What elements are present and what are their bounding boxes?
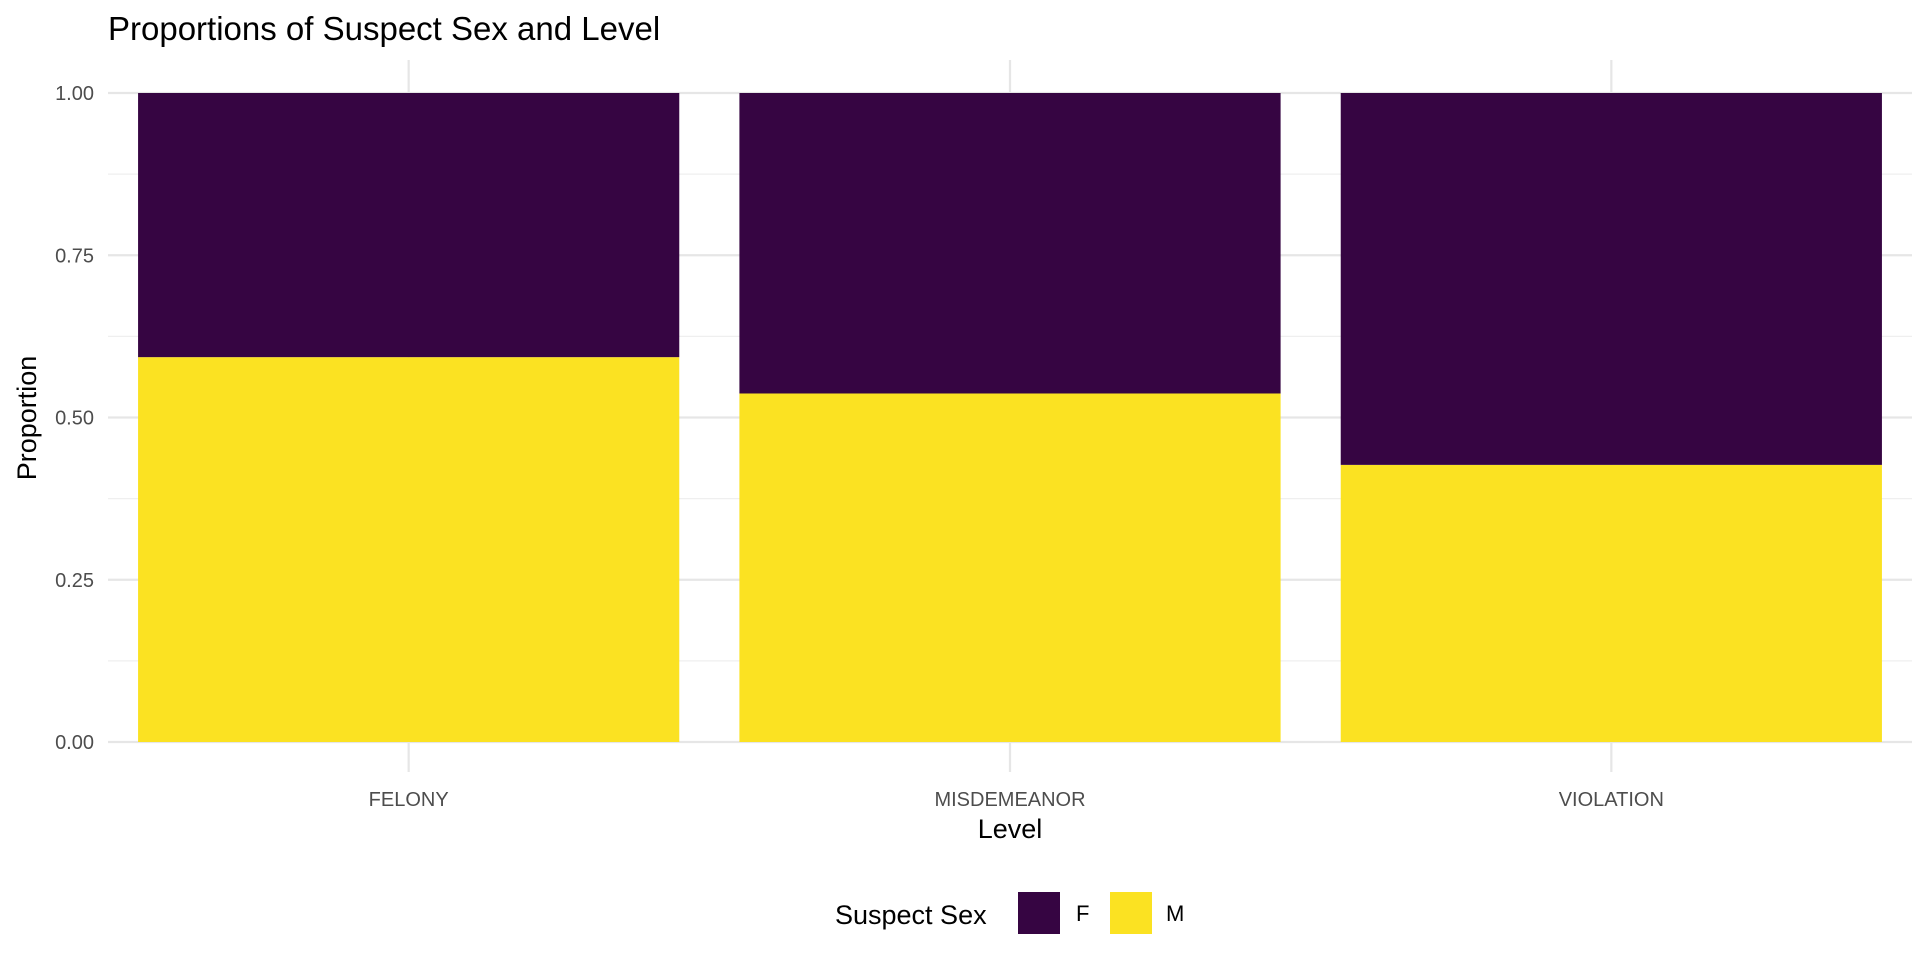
y-tick-label: 0.50 [55, 408, 94, 430]
legend-title: Suspect Sex [835, 900, 987, 930]
bar-felony-f [138, 93, 680, 358]
legend-label-m: M [1166, 901, 1184, 926]
bar-violation-f [1340, 93, 1882, 465]
bars-layer [138, 93, 1882, 742]
x-tick-label: MISDEMEANOR [934, 789, 1085, 811]
bar-violation-m [1340, 464, 1882, 742]
y-tick-labels: 0.00 0.25 0.50 0.75 1.00 [55, 83, 94, 754]
x-tick-labels: FELONY MISDEMEANOR VIOLATION [369, 789, 1664, 811]
x-axis-title: Level [978, 814, 1043, 844]
legend-key-m [1110, 892, 1152, 934]
y-tick-label: 0.25 [55, 570, 94, 592]
chart-title: Proportions of Suspect Sex and Level [108, 10, 660, 47]
y-axis-title: Proportion [12, 356, 42, 481]
x-tick-label: FELONY [369, 789, 449, 811]
legend-label-f: F [1076, 901, 1089, 926]
bar-felony-m [138, 357, 680, 742]
y-tick-label: 0.75 [55, 245, 94, 267]
y-tick-label: 1.00 [55, 83, 94, 105]
bar-misdemeanor-m [739, 393, 1281, 742]
y-tick-label: 0.00 [55, 732, 94, 754]
legend-key-f [1018, 892, 1060, 934]
x-tick-label: VIOLATION [1559, 789, 1664, 811]
bar-misdemeanor-f [739, 93, 1281, 394]
